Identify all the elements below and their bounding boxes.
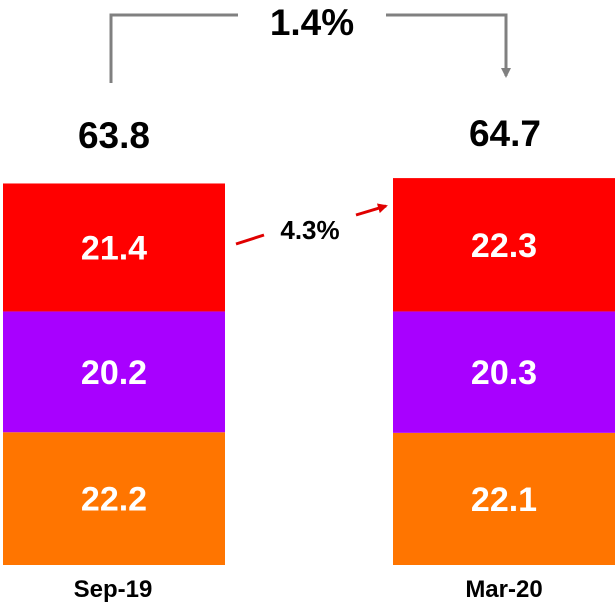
bars-layer — [3, 178, 615, 565]
total-change-bracket-left — [109, 13, 238, 83]
top-segment-change-arrow-tail — [235, 233, 265, 246]
segment-value-label-sep-19-1: 20.2 — [81, 354, 147, 392]
top-segment-change-arrow-head — [355, 203, 388, 217]
bar-segment-sep-19-1 — [3, 311, 225, 433]
total-change-bracket-right — [386, 13, 511, 78]
x-tick-label-mar-20: Mar-20 — [465, 576, 542, 603]
bar-segment-mar-20-1 — [393, 311, 615, 433]
top-segment-change-label: 4.3% — [280, 215, 339, 245]
segment-value-label-mar-20-2: 22.3 — [471, 227, 537, 265]
bar-segment-mar-20-0 — [393, 432, 615, 565]
segment-value-label-sep-19-0: 22.2 — [81, 481, 147, 519]
segment-value-label-sep-19-2: 21.4 — [81, 229, 147, 267]
bar-segment-mar-20-2 — [393, 178, 615, 312]
segment-labels-layer: 22.2 20.2 21.4 22.1 20.3 22.3 — [81, 227, 537, 519]
segment-value-label-mar-20-0: 22.1 — [471, 481, 537, 519]
bar-segment-sep-19-2 — [3, 183, 225, 312]
total-label-sep-19: 63.8 — [78, 115, 150, 156]
segment-value-label-mar-20-1: 20.3 — [471, 354, 537, 392]
x-tick-label-sep-19: Sep-19 — [74, 576, 153, 603]
total-change-label: 1.4% — [270, 2, 354, 43]
bar-segment-sep-19-0 — [3, 432, 225, 565]
total-label-mar-20: 64.7 — [469, 113, 541, 154]
